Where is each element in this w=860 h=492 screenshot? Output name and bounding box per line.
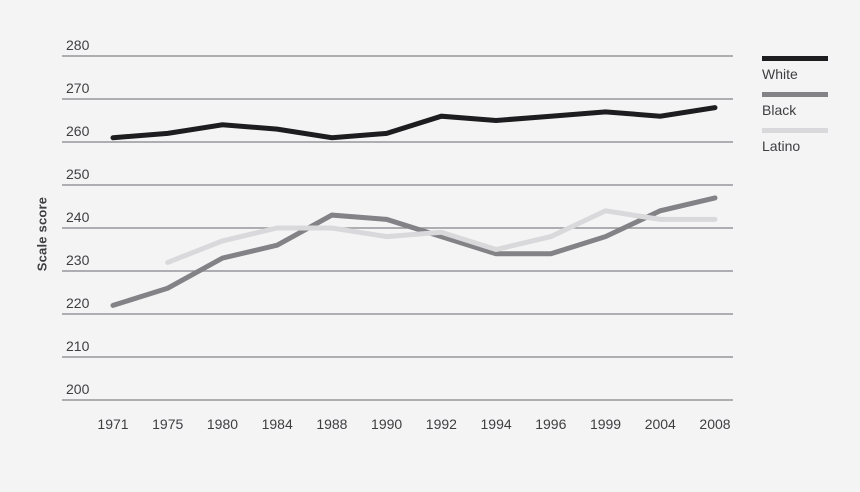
x-tick-label-1994: 1994 <box>481 416 512 432</box>
y-tick-label-260: 260 <box>66 123 90 139</box>
legend-item-white: White <box>762 56 842 83</box>
y-tick-label-230: 230 <box>66 252 90 268</box>
legend-swatch-white-line <box>762 56 828 61</box>
legend-item-black: Black <box>762 92 842 119</box>
x-tick-label-1980: 1980 <box>207 416 238 432</box>
x-tick-label-1971: 1971 <box>97 416 128 432</box>
x-tick-label-1975: 1975 <box>152 416 183 432</box>
legend: White Black Latino <box>762 56 842 164</box>
series-line-latino <box>165 208 718 265</box>
y-axis-title: Scale score <box>34 196 50 272</box>
y-tick-label-280: 280 <box>66 37 90 53</box>
x-tick-label-1999: 1999 <box>590 416 621 432</box>
x-tick-label-1984: 1984 <box>262 416 293 432</box>
legend-swatch-black-line <box>762 92 828 97</box>
x-tick-label-2004: 2004 <box>645 416 676 432</box>
legend-item-latino: Latino <box>762 128 842 155</box>
series-line-black <box>110 195 718 308</box>
legend-label-black: Black <box>762 102 797 118</box>
x-tick-label-1992: 1992 <box>426 416 457 432</box>
x-tick-label-1988: 1988 <box>316 416 347 432</box>
legend-label-latino: Latino <box>762 138 801 154</box>
y-tick-label-200: 200 <box>66 381 90 397</box>
y-tick-label-250: 250 <box>66 166 90 182</box>
x-tick-label-2008: 2008 <box>699 416 730 432</box>
series-line-white <box>110 105 718 141</box>
y-tick-label-210: 210 <box>66 338 90 354</box>
y-tick-label-240: 240 <box>66 209 90 225</box>
legend-label-white: White <box>762 66 798 82</box>
x-tick-label-1990: 1990 <box>371 416 402 432</box>
y-tick-label-220: 220 <box>66 295 90 311</box>
x-tick-label-1996: 1996 <box>535 416 566 432</box>
y-tick-label-270: 270 <box>66 80 90 96</box>
legend-swatch-latino-line <box>762 128 828 133</box>
